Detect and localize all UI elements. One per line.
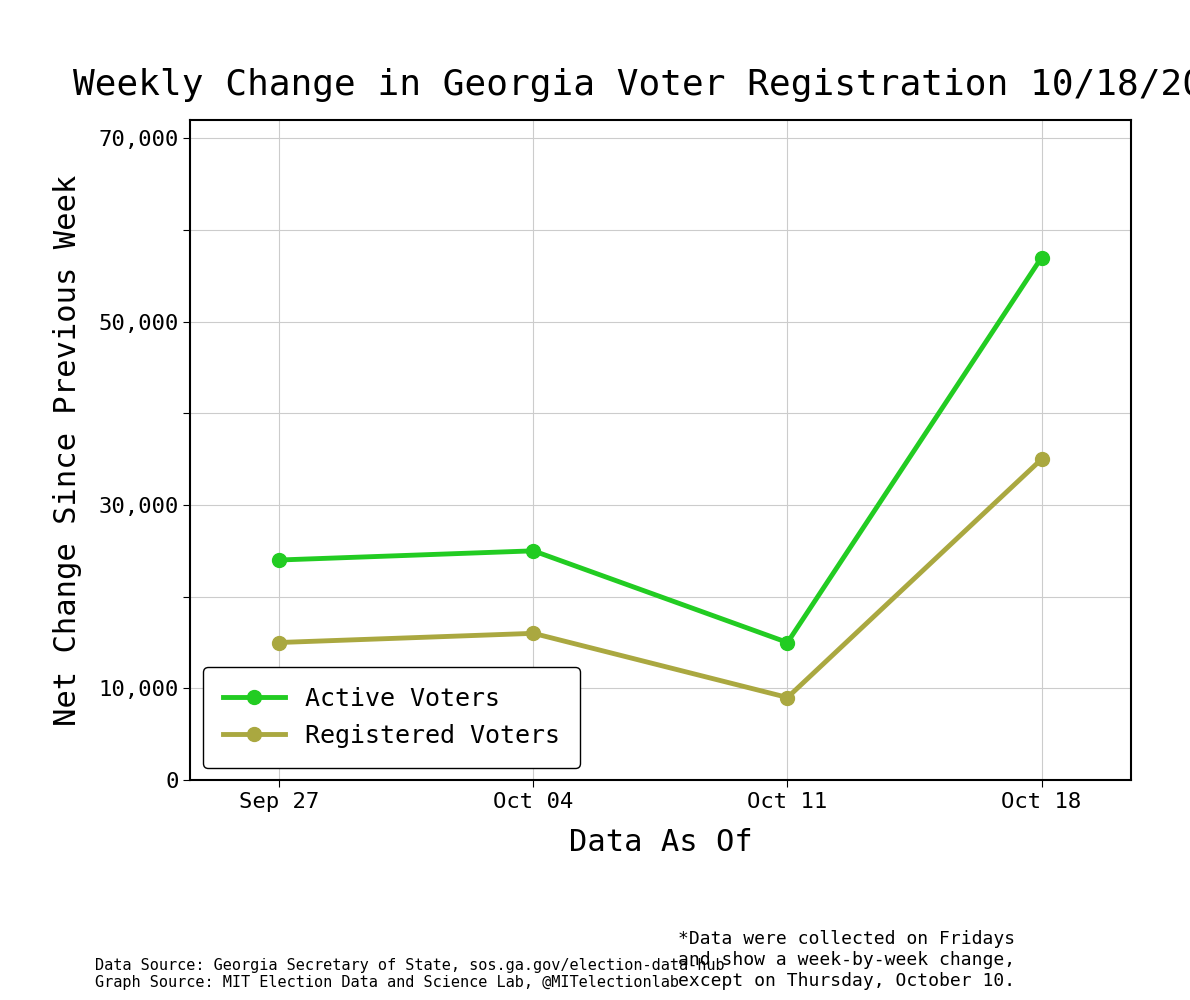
Line: Active Voters: Active Voters — [273, 251, 1048, 649]
Registered Voters — [781, 692, 795, 704]
Registered Voters — [273, 637, 287, 649]
Text: *Data were collected on Fridays
and show a week-by-week change,
except on Thursd: *Data were collected on Fridays and show… — [678, 930, 1015, 990]
Y-axis label: Net Change Since Previous Week: Net Change Since Previous Week — [52, 174, 82, 726]
Text: Data Source: Georgia Secretary of State, sos.ga.gov/election-data-hub
Graph Sour: Data Source: Georgia Secretary of State,… — [95, 958, 725, 990]
Registered Voters — [1034, 453, 1048, 465]
Active Voters — [1034, 251, 1048, 263]
Registered Voters — [526, 627, 540, 639]
Title: Weekly Change in Georgia Voter Registration 10/18/2024: Weekly Change in Georgia Voter Registrat… — [74, 68, 1190, 102]
X-axis label: Data As Of: Data As Of — [569, 828, 752, 857]
Active Voters — [526, 545, 540, 557]
Line: Registered Voters: Registered Voters — [273, 452, 1048, 704]
Active Voters — [273, 554, 287, 566]
Legend: Active Voters, Registered Voters: Active Voters, Registered Voters — [203, 667, 581, 768]
Active Voters — [781, 637, 795, 649]
